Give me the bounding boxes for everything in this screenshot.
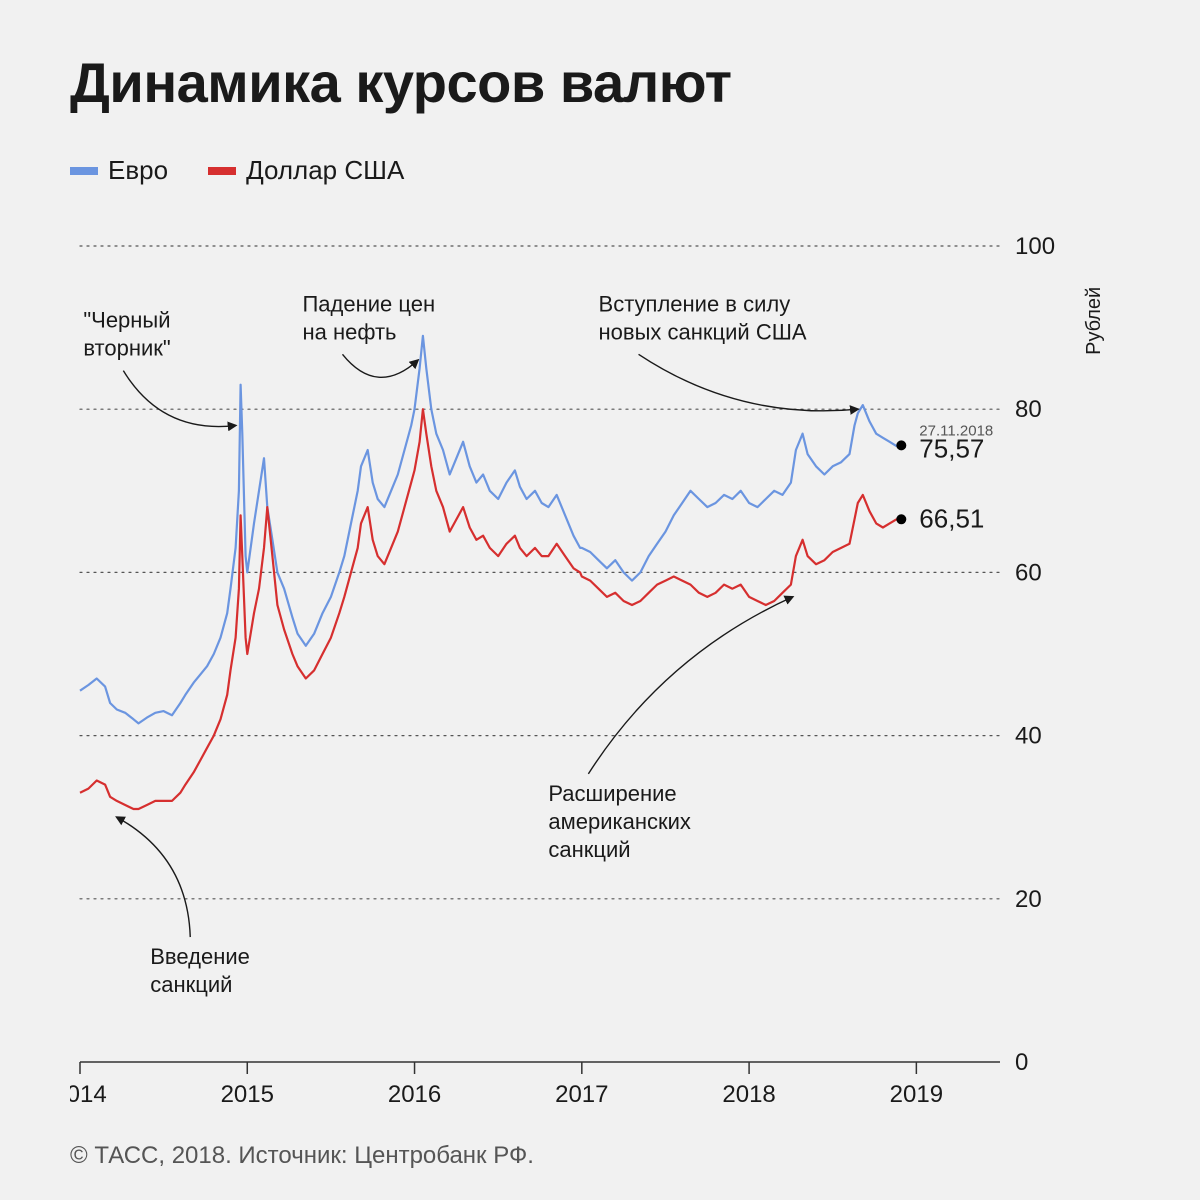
svg-text:2017: 2017 <box>555 1081 608 1108</box>
svg-text:санкций: санкций <box>548 837 630 862</box>
svg-text:на нефть: на нефть <box>302 319 396 344</box>
svg-text:Введение: Введение <box>150 944 250 969</box>
line-chart: 0 20 40 60 80 100 Рублей 2014 2015 2016 2017 2018 20… <box>70 206 1140 1122</box>
svg-text:американских: американских <box>548 809 691 834</box>
svg-text:2019: 2019 <box>890 1081 943 1108</box>
svg-text:2015: 2015 <box>221 1081 274 1108</box>
svg-text:новых санкций США: новых санкций США <box>599 319 807 344</box>
legend-item-euro: Евро <box>70 155 168 186</box>
svg-text:40: 40 <box>1015 723 1042 750</box>
svg-text:вторник": вторник" <box>83 336 170 361</box>
svg-text:Вступление в силу: Вступление в силу <box>599 291 791 316</box>
svg-text:100: 100 <box>1015 233 1055 260</box>
legend-item-usd: Доллар США <box>208 155 404 186</box>
svg-text:2016: 2016 <box>388 1081 441 1108</box>
svg-text:80: 80 <box>1015 396 1042 423</box>
swatch-euro <box>70 167 98 175</box>
svg-text:2018: 2018 <box>722 1081 775 1108</box>
svg-text:75,57: 75,57 <box>919 433 984 463</box>
svg-text:Расширение: Расширение <box>548 781 676 806</box>
svg-text:0: 0 <box>1015 1049 1028 1076</box>
chart-area: 0 20 40 60 80 100 Рублей 2014 2015 2016 2017 2018 20… <box>70 206 1140 1122</box>
svg-text:20: 20 <box>1015 886 1042 913</box>
svg-text:Падение цен: Падение цен <box>302 291 435 316</box>
svg-text:Рублей: Рублей <box>1083 287 1105 355</box>
swatch-usd <box>208 167 236 175</box>
svg-text:санкций: санкций <box>150 972 232 997</box>
chart-title: Динамика курсов валют <box>70 50 1140 115</box>
svg-text:"Черный: "Черный <box>83 308 170 333</box>
svg-text:66,51: 66,51 <box>919 503 984 533</box>
svg-text:2014: 2014 <box>70 1081 107 1108</box>
legend: Евро Доллар США <box>70 155 1140 186</box>
legend-label-usd: Доллар США <box>246 155 404 186</box>
footer-source: © ТАСС, 2018. Источник: Центробанк РФ. <box>70 1142 1140 1170</box>
legend-label-euro: Евро <box>108 155 168 186</box>
svg-text:60: 60 <box>1015 559 1042 586</box>
